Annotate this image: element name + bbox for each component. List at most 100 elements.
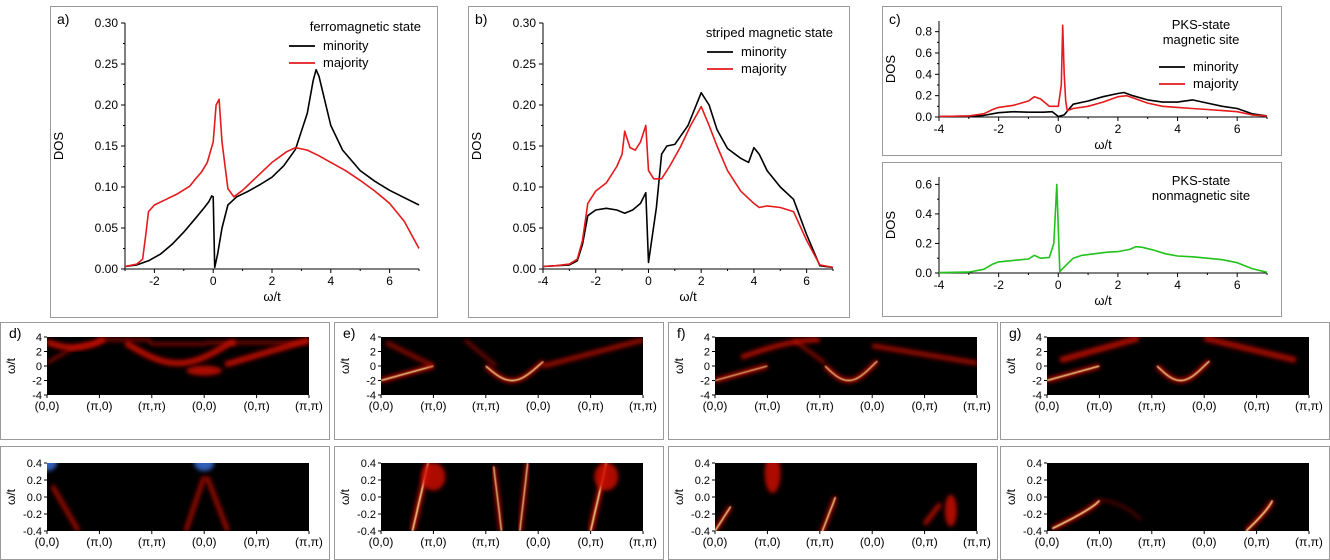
x-tick-label: (π,0) [420,399,446,413]
y-tick-label: -0.4 [23,526,42,538]
x-tick-label: (π,π) [806,399,834,413]
heatmap-content [715,337,977,383]
y-tick-label: 0.4 [915,67,932,81]
heatmap-background [47,463,309,531]
legend-label-majority: majority [741,61,787,76]
y-tick-label: -0.4 [691,526,710,538]
spectral-band-glow [792,338,827,365]
spectral-band-glow [183,475,207,531]
y-tick-label: -2 [32,376,42,388]
y-tick-label: 0.4 [1027,458,1042,470]
x-axis-label: ω/t [263,289,281,304]
x-tick-label: 2 [269,274,276,288]
panel-label-e: e) [343,325,356,341]
legend-label-minority: minority [741,44,787,59]
spectral-band-glow [871,343,977,366]
panel-g-top: g) 4 2 0 -2 -4 (0,0) (π,0) (π,π) (0,0) (0,π) (π,π)… [1000,322,1330,440]
y-tick-label: 0.2 [915,89,932,103]
x-tick-label: (0,0) [1192,399,1217,413]
x-tick-label: (π,π) [472,399,500,413]
panel-label-g: g) [1009,325,1022,341]
series-line-majority [542,105,834,269]
x-tick-label: (π,π) [138,535,166,549]
y-axis-label: DOS [469,132,484,161]
y-axis-label: ω/t [338,357,352,374]
x-tick-label: (0,π) [577,535,603,549]
x-tick-label: (π,0) [1086,399,1112,413]
x-tick-label: (0,π) [243,399,269,413]
panel-label-a: a) [57,11,70,27]
x-tick-label: (π,π) [629,399,657,413]
x-tick-label: 2 [698,274,705,288]
y-tick-label: 4 [1036,332,1042,344]
y-tick-label: 0.2 [361,475,376,487]
y-tick-label: -0.4 [1023,526,1042,538]
y-tick-label: -4 [1032,390,1042,402]
y-tick-label: 0.10 [95,180,119,194]
x-tick-label: (π,π) [806,535,834,549]
x-tick-label: (0,π) [243,535,269,549]
y-tick-label: 0.0 [915,110,932,124]
y-tick-label: 0.0 [361,492,376,504]
y-tick-label: 0.4 [361,458,376,470]
x-tick-label: 6 [1234,278,1241,292]
y-tick-label: -0.4 [357,526,376,538]
panel-b: b) 0.00 0.05 0.10 0.15 0.20 0.25 0.30 -4 -2 0 2 4 6 ω… [468,6,850,318]
y-tick-label: -0.2 [357,509,376,521]
panel-g-bottom: 0.4 0.2 0.0 -0.2 -0.4 (0,0) (π,0) (π,π) (0,0) (0,… [1000,446,1330,560]
y-axis-label: ω/t [4,488,18,505]
heatmap-background [1047,463,1309,531]
y-axis-label: ω/t [4,357,18,374]
x-tick-label: -4 [934,278,945,292]
x-tick-label: (0,π) [1243,535,1269,549]
legend-label-majority: majority [323,55,369,70]
y-tick-label: 0.0 [695,492,710,504]
x-tick-label: 6 [386,274,393,288]
heatmap-content [715,463,977,531]
x-tick-label: (π,0) [754,535,780,549]
heatmap-content [381,337,643,383]
y-tick-label: 0.05 [95,221,119,235]
x-tick-label: (π,0) [86,535,112,549]
x-tick-label: (π,π) [138,399,166,413]
y-tick-label: 0 [1036,361,1042,373]
y-axis-label: ω/t [1004,488,1018,505]
spectral-e-bottom: 0.40.20.0-0.2-0.4(0,0) (π,0) (π,π) (0,0) (0,… [338,458,657,549]
y-tick-label: 4 [36,332,42,344]
y-tick-label: 0.10 [513,180,537,194]
x-tick-label: (π,0) [754,399,780,413]
spectral-band-core [1156,360,1210,382]
x-tick-label: 0 [1055,278,1062,292]
y-tick-label: 0.05 [513,221,537,235]
series-line-minority [542,91,834,269]
y-tick-label: 0.2 [915,236,932,250]
x-tick-label: -4 [538,274,549,288]
x-tick-label: (0,π) [1243,399,1269,413]
x-tick-label: -2 [993,278,1004,292]
spectral-band-core [715,365,768,381]
spectral-band-glow [463,338,498,368]
spectral-band-core [519,463,529,531]
spectral-blob [594,463,619,491]
y-tick-label: -0.2 [691,509,710,521]
y-tick-label: 4 [370,332,376,344]
spectral-d-top: 420-2-4(0,0) (π,0) (π,π) (0,0) (0,π) (π,π)ω/t [4,332,323,413]
x-tick-label: (π,0) [1086,535,1112,549]
y-tick-label: 0 [704,361,710,373]
y-axis-label: ω/t [672,488,686,505]
y-tick-label: 0.6 [915,46,932,60]
x-tick-label: (0,π) [911,535,937,549]
blue-spot [47,463,57,471]
chart-title: PKS-state [1172,17,1231,32]
dos-chart-b: 0.00 0.05 0.10 0.15 0.20 0.25 0.30 -4 -2 0 2 4 6 ω/t D… [469,16,834,304]
chart-title: PKS-state [1172,173,1231,188]
x-tick-label: 0 [1055,122,1062,136]
y-tick-label: -0.2 [23,509,42,521]
y-tick-label: 0.20 [513,98,537,112]
spectral-band-glow [1099,498,1143,522]
spectral-blob [944,494,957,527]
y-tick-label: 0.0 [915,266,932,280]
y-axis-label: DOS [883,211,898,240]
x-tick-label: 2 [1115,278,1122,292]
spectral-band-glow [47,337,107,351]
